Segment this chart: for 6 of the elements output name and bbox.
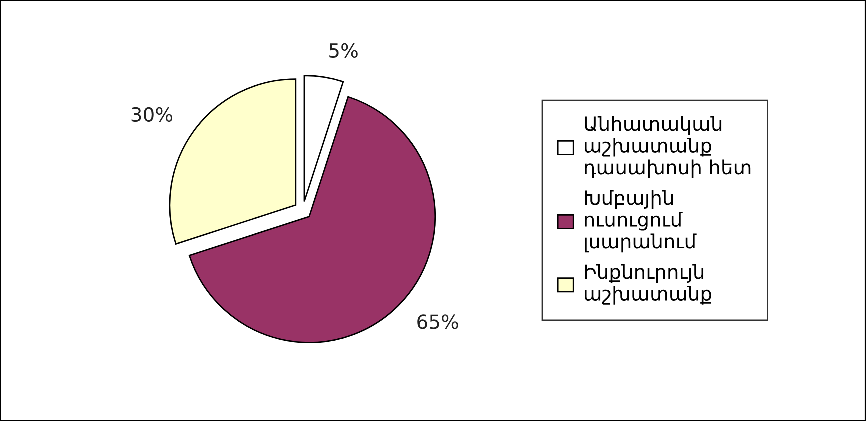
legend-label: Խմբային ուսուցում լսարանում	[585, 190, 697, 253]
data-label: 65%	[418, 314, 458, 330]
legend-label: Ինքնուրույն աշխատանք	[585, 264, 712, 305]
data-label: 5%	[330, 43, 358, 58]
data-label: 30%	[132, 107, 173, 122]
legend-label: Անհատական աշխատանք դասախոսի հետ	[585, 116, 751, 179]
